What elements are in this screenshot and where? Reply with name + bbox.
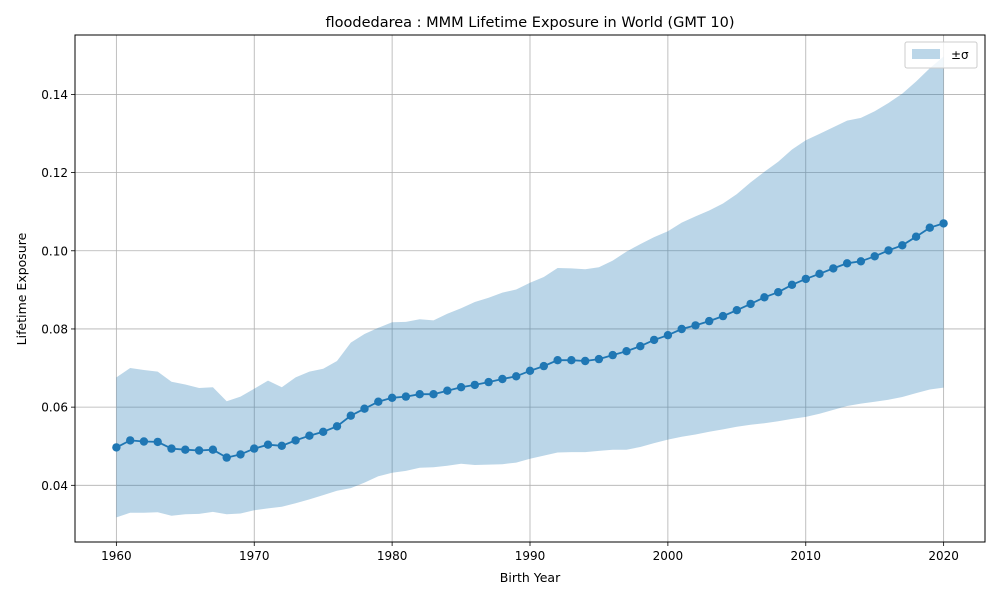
data-point (581, 356, 590, 366)
x-tick-label: 2000 (653, 549, 684, 563)
data-point (567, 356, 576, 365)
y-tick-label: 0.06 (41, 401, 68, 415)
data-point (360, 404, 369, 413)
data-point (194, 446, 204, 455)
data-point (236, 450, 245, 459)
data-point (208, 445, 218, 454)
legend: ±σ (904, 41, 978, 69)
y-axis-label: Lifetime Exposure (14, 232, 29, 345)
data-point (842, 259, 852, 268)
data-point (705, 316, 714, 326)
legend-swatch (912, 49, 940, 59)
y-axis-ticks: 0.04 0.06 0.08 0.10 0.12 0.14 (41, 88, 75, 493)
series-points (112, 219, 948, 462)
data-point (774, 288, 783, 297)
plot-frame (74, 34, 986, 543)
x-tick-label: 1960 (101, 549, 132, 563)
x-axis-ticks: 1960 1970 1980 1990 2000 2010 2020 (101, 542, 959, 563)
x-tick-label: 1970 (239, 549, 270, 563)
data-point (319, 427, 328, 436)
y-tick-label: 0.08 (41, 322, 68, 336)
x-tick-label: 2010 (790, 549, 821, 563)
grid (75, 35, 985, 542)
data-point (443, 386, 452, 395)
legend-frame (904, 41, 978, 69)
data-point (512, 372, 521, 381)
data-point (484, 377, 493, 387)
data-point (856, 257, 866, 266)
y-tick-label: 0.10 (41, 244, 68, 258)
data-point (387, 393, 397, 402)
plot-area: 1960 1970 1980 1990 2000 2010 2020 0.040.060.0… (41, 34, 986, 563)
data-point (277, 441, 286, 450)
data-point (911, 232, 921, 241)
data-point (718, 311, 728, 321)
data-point (374, 397, 383, 406)
data-point (898, 241, 907, 250)
data-point (525, 366, 535, 375)
y-tick-label: 0.12 (41, 166, 68, 180)
data-point (126, 436, 135, 445)
data-point (250, 444, 259, 453)
data-point (691, 321, 700, 330)
chart-title: floodedarea : MMM Lifetime Exposure in W… (326, 15, 735, 31)
data-point (663, 331, 673, 340)
data-point (291, 436, 300, 445)
data-point (760, 293, 769, 302)
data-point (263, 440, 273, 449)
data-point (649, 335, 659, 345)
x-axis-label: Birth Year (500, 570, 561, 585)
data-point (415, 390, 424, 399)
data-point (181, 445, 190, 454)
data-point (608, 350, 617, 360)
data-point (939, 219, 948, 228)
data-point (539, 361, 548, 371)
data-point (346, 411, 355, 420)
y-tick-label: 0.04 (41, 479, 68, 493)
data-point (732, 306, 741, 315)
x-tick-label: 2020 (928, 549, 959, 563)
data-point (222, 453, 231, 462)
data-point (153, 437, 162, 447)
legend-label: ±σ (951, 48, 969, 62)
data-point (829, 264, 838, 273)
x-tick-label: 1990 (515, 549, 546, 563)
sigma-band (116, 56, 944, 518)
data-point (139, 437, 149, 446)
data-point (594, 354, 604, 364)
data-point (112, 443, 121, 452)
data-point (801, 274, 810, 284)
data-point (636, 342, 645, 351)
data-point (305, 431, 314, 440)
data-point (456, 383, 466, 392)
data-point (884, 246, 893, 255)
data-point (787, 280, 797, 289)
x-tick-label: 1980 (377, 549, 408, 563)
data-point (815, 269, 824, 278)
y-tick-label: 0.14 (41, 88, 68, 102)
data-point (167, 444, 176, 453)
data-point (401, 392, 411, 401)
data-point (332, 422, 342, 431)
data-point (429, 390, 438, 399)
data-point (553, 356, 562, 365)
data-point (677, 324, 686, 334)
data-point (498, 374, 507, 384)
data-point (925, 223, 934, 232)
data-point (746, 299, 755, 309)
data-point (470, 380, 479, 390)
data-point (870, 252, 879, 261)
data-point (622, 347, 631, 356)
